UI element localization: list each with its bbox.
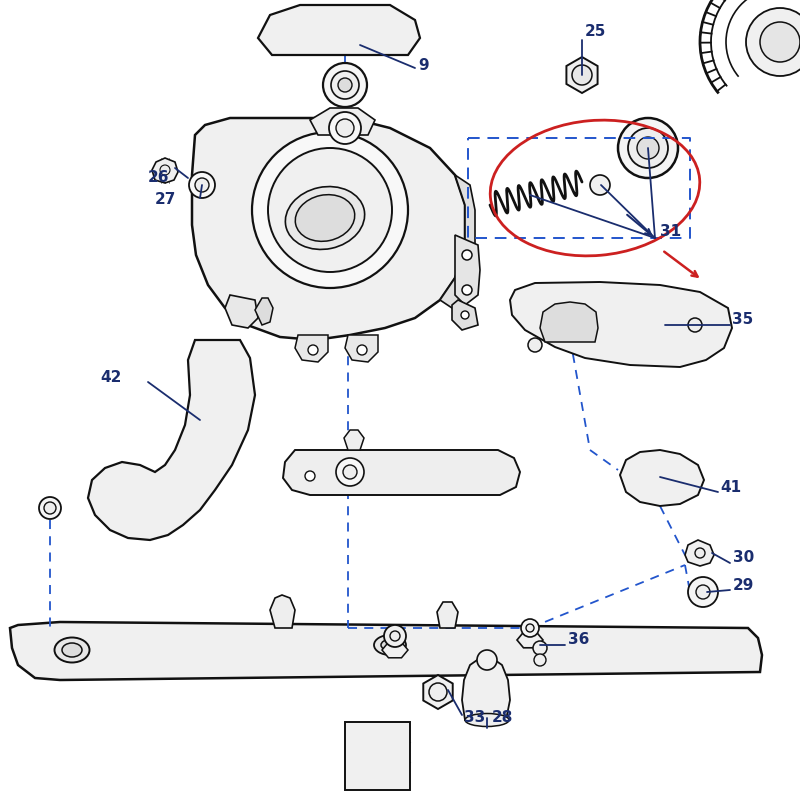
Circle shape <box>323 63 367 107</box>
Ellipse shape <box>62 643 82 657</box>
Circle shape <box>477 650 497 670</box>
Ellipse shape <box>374 635 406 655</box>
Circle shape <box>628 128 668 168</box>
Polygon shape <box>152 158 178 183</box>
Circle shape <box>572 65 592 85</box>
Text: 31: 31 <box>660 225 681 239</box>
Ellipse shape <box>295 194 354 242</box>
Polygon shape <box>517 632 543 648</box>
Text: 35: 35 <box>732 313 754 327</box>
Circle shape <box>746 8 800 76</box>
Circle shape <box>528 338 542 352</box>
Circle shape <box>384 625 406 647</box>
Circle shape <box>39 497 61 519</box>
Polygon shape <box>685 540 714 566</box>
Text: 30: 30 <box>733 550 754 566</box>
Polygon shape <box>345 335 378 362</box>
Ellipse shape <box>381 639 399 650</box>
Circle shape <box>44 502 56 514</box>
Polygon shape <box>344 430 364 450</box>
Ellipse shape <box>286 186 365 250</box>
Polygon shape <box>310 108 375 135</box>
Circle shape <box>329 112 361 144</box>
Circle shape <box>618 118 678 178</box>
Circle shape <box>696 585 710 599</box>
Polygon shape <box>455 235 480 305</box>
Polygon shape <box>566 57 598 93</box>
Circle shape <box>462 250 472 260</box>
Polygon shape <box>88 340 255 540</box>
Circle shape <box>336 458 364 486</box>
Circle shape <box>338 78 352 92</box>
Circle shape <box>533 641 547 655</box>
Polygon shape <box>510 282 732 367</box>
FancyBboxPatch shape <box>345 722 410 790</box>
Circle shape <box>760 22 800 62</box>
Text: 9: 9 <box>418 58 429 73</box>
Text: 27: 27 <box>155 193 176 207</box>
Polygon shape <box>462 658 510 720</box>
Ellipse shape <box>465 714 509 726</box>
Polygon shape <box>225 295 258 328</box>
Polygon shape <box>540 302 598 342</box>
Circle shape <box>688 318 702 332</box>
Circle shape <box>429 683 447 701</box>
Circle shape <box>308 345 318 355</box>
Polygon shape <box>295 335 328 362</box>
Circle shape <box>534 654 546 666</box>
Circle shape <box>343 465 357 479</box>
Text: 25: 25 <box>585 25 606 39</box>
Polygon shape <box>423 675 453 709</box>
Circle shape <box>252 132 408 288</box>
Polygon shape <box>440 175 475 310</box>
Text: 26: 26 <box>148 170 170 186</box>
Circle shape <box>461 311 469 319</box>
Circle shape <box>336 119 354 137</box>
Circle shape <box>189 172 215 198</box>
Text: 29: 29 <box>733 578 754 593</box>
Polygon shape <box>270 595 295 628</box>
Polygon shape <box>258 5 420 55</box>
Circle shape <box>462 285 472 295</box>
Polygon shape <box>255 298 273 325</box>
Ellipse shape <box>54 638 90 662</box>
Polygon shape <box>283 450 520 495</box>
Text: 41: 41 <box>720 481 741 495</box>
Circle shape <box>268 148 392 272</box>
Circle shape <box>305 471 315 481</box>
Circle shape <box>688 577 718 607</box>
Polygon shape <box>452 300 478 330</box>
Circle shape <box>390 631 400 641</box>
Polygon shape <box>437 602 458 628</box>
Polygon shape <box>192 118 465 340</box>
Polygon shape <box>382 642 408 658</box>
Text: 42: 42 <box>100 370 122 386</box>
Polygon shape <box>10 622 762 680</box>
Polygon shape <box>620 450 704 506</box>
Text: 33: 33 <box>464 710 486 726</box>
Circle shape <box>590 175 610 195</box>
Circle shape <box>637 137 659 159</box>
Circle shape <box>331 71 359 99</box>
Text: 28: 28 <box>492 710 514 726</box>
Circle shape <box>695 548 705 558</box>
Circle shape <box>160 165 170 175</box>
Circle shape <box>195 178 209 192</box>
Circle shape <box>526 624 534 632</box>
Circle shape <box>521 619 539 637</box>
Circle shape <box>357 345 367 355</box>
Text: 36: 36 <box>568 633 590 647</box>
